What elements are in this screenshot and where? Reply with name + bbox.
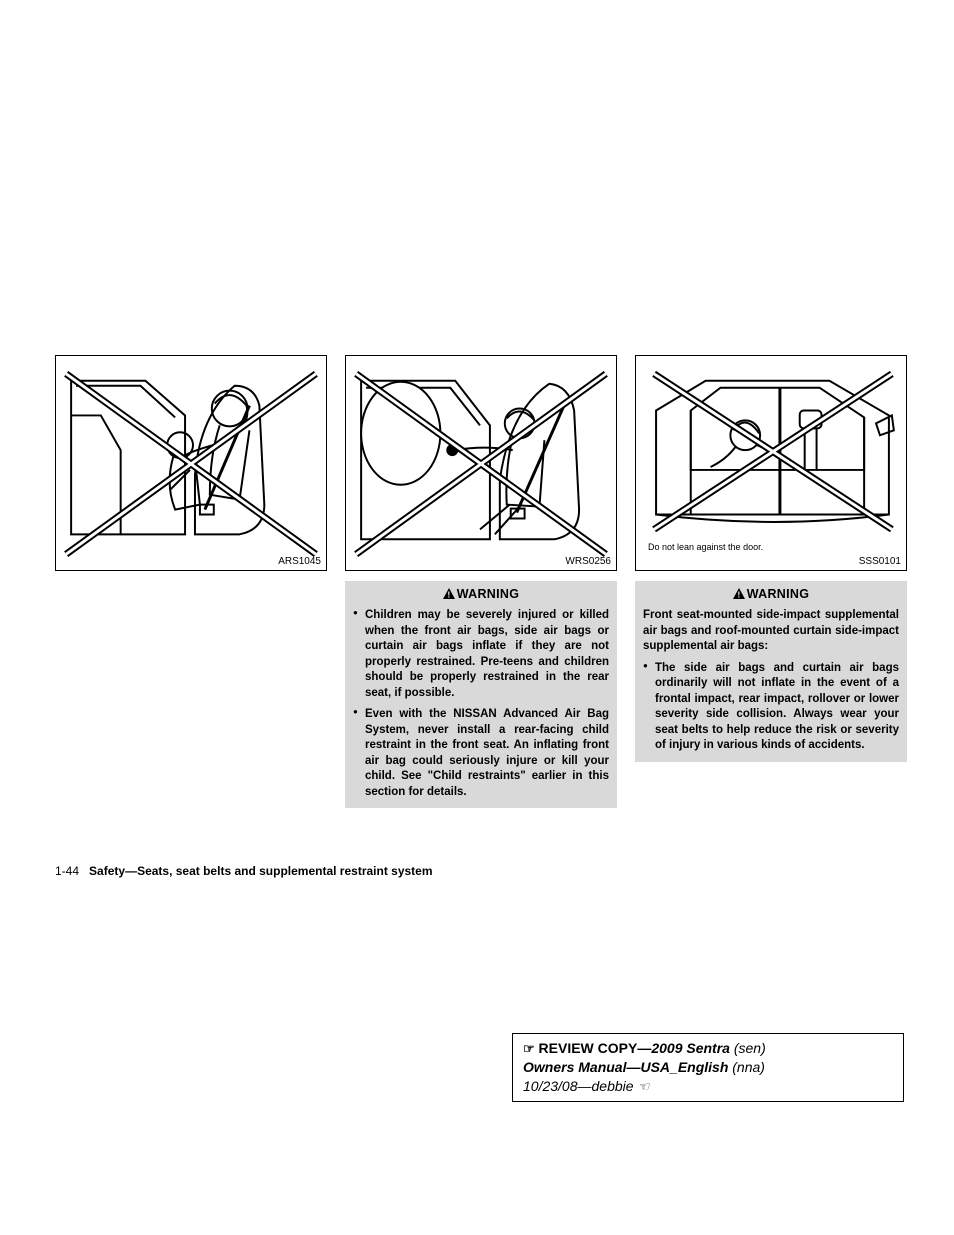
review-prefix: REVIEW COPY—	[539, 1040, 652, 1056]
figure-1-illustration	[56, 356, 326, 570]
review-code-2: (nna)	[732, 1059, 765, 1075]
review-manual: Owners Manual—USA_English	[523, 1059, 728, 1075]
review-code-1: (sen)	[734, 1040, 766, 1056]
warning-box-1: ! WARNING Children may be severely injur…	[345, 581, 617, 808]
figure-1: ARS1045	[55, 355, 327, 571]
page-number: 1-44	[55, 864, 79, 878]
page-content: ARS1045	[55, 355, 905, 808]
warning-box-2: ! WARNING Front seat-mounted side-impact…	[635, 581, 907, 762]
figure-2-illustration	[346, 356, 616, 570]
figure-2: WRS0256	[345, 355, 617, 571]
figure-3-illustration	[636, 356, 906, 570]
warning-1-list: Children may be severely injured or kill…	[353, 608, 609, 800]
figure-1-id: ARS1045	[278, 556, 321, 567]
figure-3: Do not lean against the door. SSS0101	[635, 355, 907, 571]
warning-1-header: ! WARNING	[353, 587, 609, 602]
review-line-3: 10/23/08—debbie ☜	[523, 1077, 893, 1096]
warning-2-header: ! WARNING	[643, 587, 899, 602]
review-line-1: ☞ REVIEW COPY—2009 Sentra (sen)	[523, 1039, 893, 1058]
review-model: 2009 Sentra	[651, 1040, 730, 1056]
warning-2-bullet-1: The side air bags and curtain air bags o…	[643, 661, 899, 754]
warning-1-label: WARNING	[457, 587, 520, 601]
column-3: Do not lean against the door. SSS0101 ! …	[635, 355, 907, 808]
page-footer: 1-44 Safety—Seats, seat belts and supple…	[55, 864, 433, 878]
warning-1-bullet-1: Children may be severely injured or kill…	[353, 608, 609, 701]
warning-triangle-icon: !	[733, 588, 745, 602]
svg-text:!: !	[447, 591, 450, 600]
review-line-2: Owners Manual—USA_English (nna)	[523, 1058, 893, 1077]
warning-2-list: The side air bags and curtain air bags o…	[643, 661, 899, 754]
column-2: WRS0256 ! WARNING Children may be severe…	[345, 355, 617, 808]
warning-triangle-icon: !	[443, 588, 455, 602]
warning-1-bullet-2: Even with the NISSAN Advanced Air Bag Sy…	[353, 707, 609, 800]
review-stamp: ☞ REVIEW COPY—2009 Sentra (sen) Owners M…	[512, 1033, 904, 1102]
column-layout: ARS1045	[55, 355, 905, 808]
hand-point-right-icon: ☞	[523, 1040, 535, 1058]
svg-text:!: !	[737, 591, 740, 600]
figure-3-caption: Do not lean against the door.	[648, 542, 763, 552]
warning-2-intro: Front seat-mounted side-impact supplemen…	[643, 608, 899, 655]
figure-2-id: WRS0256	[565, 556, 611, 567]
figure-3-id: SSS0101	[859, 556, 901, 567]
column-1: ARS1045	[55, 355, 327, 808]
hand-point-left-icon: ☜	[637, 1078, 649, 1096]
section-title: Safety—Seats, seat belts and supplementa…	[89, 864, 432, 878]
review-date-author: 10/23/08—debbie	[523, 1078, 634, 1094]
warning-2-label: WARNING	[747, 587, 810, 601]
